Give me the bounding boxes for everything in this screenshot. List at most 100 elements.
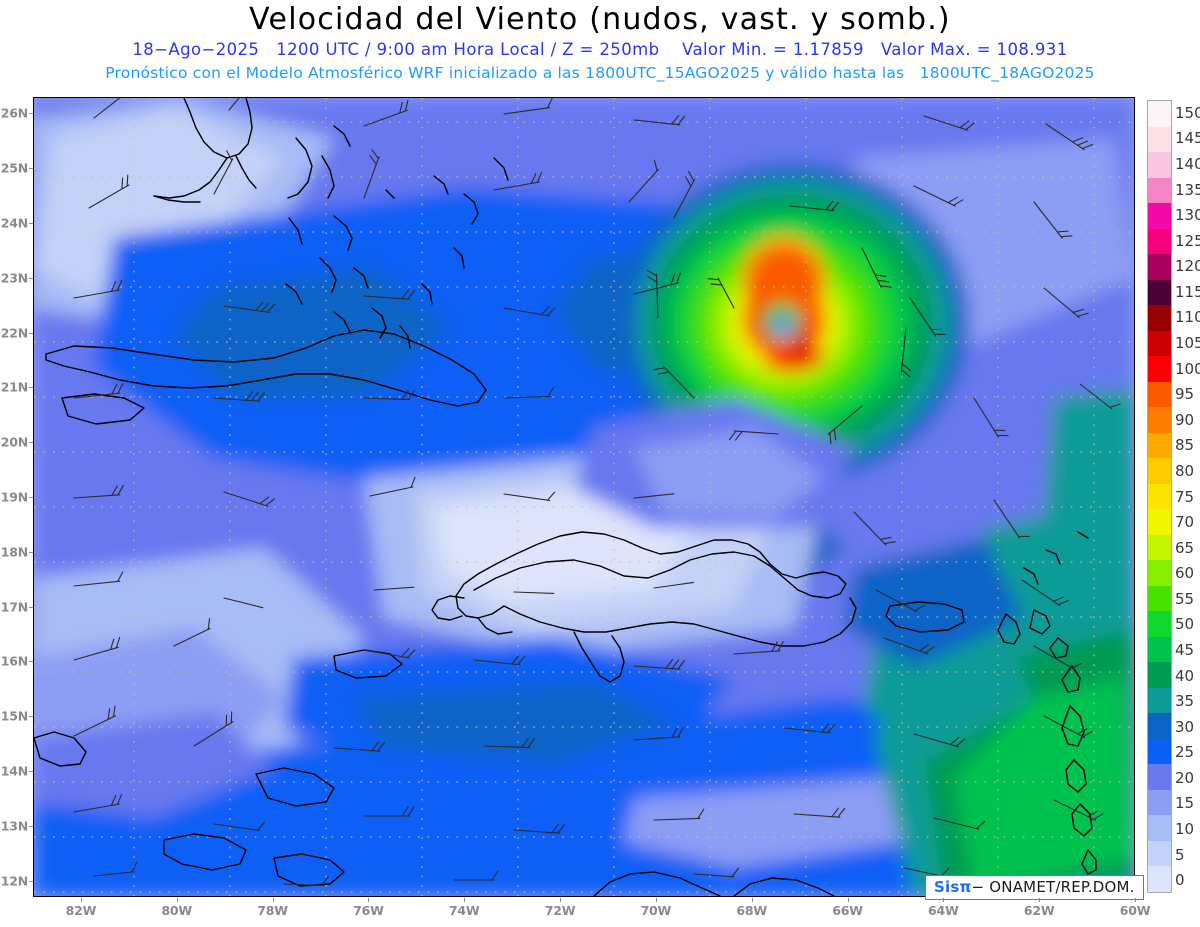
longitude-tick-mark <box>464 898 466 902</box>
colorbar-segment <box>1148 330 1171 357</box>
credit-box: Sisπ− ONAMET/REP.DOM. <box>925 875 1144 900</box>
colorbar-tick-label: 125 <box>1175 231 1200 250</box>
colorbar-tick-label: 20 <box>1175 768 1195 787</box>
latitude-tick-label: 18N <box>0 544 28 560</box>
colorbar-segment <box>1148 432 1171 459</box>
latitude-tick-mark <box>29 277 33 279</box>
longitude-tick-label: 80W <box>161 903 193 918</box>
colorbar-tick-label: 70 <box>1175 513 1195 532</box>
latitude-tick-label: 26N <box>0 105 28 121</box>
longitude-tick-label: 68W <box>736 903 767 918</box>
colorbar-segment <box>1148 381 1171 408</box>
colorbar-tick-label: 120 <box>1175 257 1200 276</box>
colorbar-tick-label: 105 <box>1175 334 1200 353</box>
latitude-tick-mark <box>29 497 33 498</box>
colorbar-tick-label: 40 <box>1175 666 1195 685</box>
colorbar-tick-label: 65 <box>1175 538 1195 557</box>
colorbar-segment <box>1148 764 1171 790</box>
latitude-tick-mark <box>29 770 33 772</box>
longitude-tick-label: 62W <box>1023 903 1055 918</box>
colorbar-tick-label: 30 <box>1175 717 1195 736</box>
colorbar-segment <box>1148 356 1171 382</box>
latitude-tick-label: 12N <box>0 873 28 889</box>
colorbar-tick-label: 15 <box>1175 794 1195 813</box>
longitude-tick-mark <box>943 898 945 902</box>
latitude-tick-mark <box>29 661 33 663</box>
colorbar-tick-label: 135 <box>1175 180 1200 199</box>
colorbar-tick-label: 55 <box>1175 589 1195 608</box>
latitude-tick-mark <box>29 716 33 718</box>
colorbar-segment <box>1148 815 1171 841</box>
forecast-subtitle-line2: Pronóstico con el Modelo Atmosférico WRF… <box>105 64 1095 82</box>
longitude-tick-mark <box>80 898 82 902</box>
longitude-tick-label: 76W <box>353 903 384 918</box>
coastlines <box>34 98 1097 896</box>
colorbar-tick-label: 50 <box>1175 615 1195 634</box>
latitude-tick-label: 17N <box>0 599 28 615</box>
latitude-tick-label: 16N <box>0 653 28 669</box>
colorbar-segment <box>1148 305 1171 331</box>
map-plot-area[interactable] <box>33 97 1135 897</box>
colorbar-segment <box>1148 126 1171 153</box>
latitude-tick-mark <box>29 332 33 334</box>
latitude-tick-mark <box>29 551 33 553</box>
colorbar[interactable] <box>1147 100 1172 893</box>
colorbar-segment <box>1148 687 1171 714</box>
colorbar-tick-label: 100 <box>1175 359 1200 378</box>
longitude-tick-label: 74W <box>448 903 480 918</box>
longitude-tick-label: 60W <box>1119 903 1151 918</box>
longitude-tick-label: 78W <box>257 903 288 918</box>
colorbar-tick-label: 0 <box>1175 871 1185 890</box>
longitude-tick-mark <box>847 898 849 902</box>
latitude-tick-mark <box>29 168 33 170</box>
colorbar-segment <box>1148 611 1171 637</box>
longitude-tick-mark <box>751 898 753 902</box>
colorbar-segment <box>1148 407 1171 433</box>
longitude-tick-mark <box>560 898 562 902</box>
latitude-tick-mark <box>29 606 33 608</box>
latitude-tick-mark <box>29 387 33 389</box>
colorbar-segment <box>1148 458 1171 484</box>
colorbar-segment <box>1148 840 1171 867</box>
colorbar-segment <box>1148 585 1171 612</box>
colorbar-tick-label: 85 <box>1175 436 1195 455</box>
latitude-tick-label: 24N <box>0 215 28 231</box>
latitude-tick-mark <box>29 442 33 444</box>
colorbar-tick-label: 140 <box>1175 154 1200 173</box>
wind-speed-contour-field <box>34 98 1134 896</box>
longitude-tick-label: 64W <box>928 903 959 918</box>
colorbar-segment <box>1148 254 1171 280</box>
page-title: Velocidad del Viento (nudos, vast. y som… <box>249 2 951 37</box>
colorbar-tick-label: 150 <box>1175 103 1200 122</box>
colorbar-segment <box>1148 203 1171 229</box>
latitude-tick-mark <box>29 825 33 827</box>
longitude-tick-mark <box>272 898 274 902</box>
latitude-tick-label: 22N <box>0 325 28 341</box>
colorbar-segment <box>1148 534 1171 561</box>
latitude-tick-label: 20N <box>0 434 28 450</box>
colorbar-labels: 150 145 140 135 130 125 120 115 110 105 100 95 90 85 8… <box>1175 100 1200 893</box>
longitude-tick-label: 66W <box>832 903 863 918</box>
latitude-tick-label: 13N <box>0 818 28 834</box>
longitude-tick-mark <box>1039 898 1041 902</box>
colorbar-segment <box>1148 101 1171 127</box>
latitude-tick-label: 15N <box>0 708 28 724</box>
latitude-tick-mark <box>29 880 33 882</box>
colorbar-tick-label: 25 <box>1175 743 1195 762</box>
colorbar-tick-label: 110 <box>1175 308 1200 327</box>
longitude-tick-mark <box>655 898 657 902</box>
colorbar-tick-label: 75 <box>1175 487 1195 506</box>
forecast-subtitle-line1: 18−Ago−2025 1200 UTC / 9:00 am Hora Loca… <box>132 40 1068 59</box>
longitude-tick-label: 82W <box>65 903 97 918</box>
colorbar-segment <box>1148 713 1171 739</box>
colorbar-segment <box>1148 509 1171 535</box>
colorbar-segment <box>1148 228 1171 255</box>
latitude-tick-label: 25N <box>0 160 28 176</box>
colorbar-tick-label: 130 <box>1175 206 1200 225</box>
colorbar-tick-label: 145 <box>1175 129 1200 148</box>
colorbar-segment <box>1148 789 1171 816</box>
colorbar-tick-label: 115 <box>1175 282 1200 301</box>
colorbar-segment <box>1148 560 1171 586</box>
colorbar-segment <box>1148 738 1171 765</box>
